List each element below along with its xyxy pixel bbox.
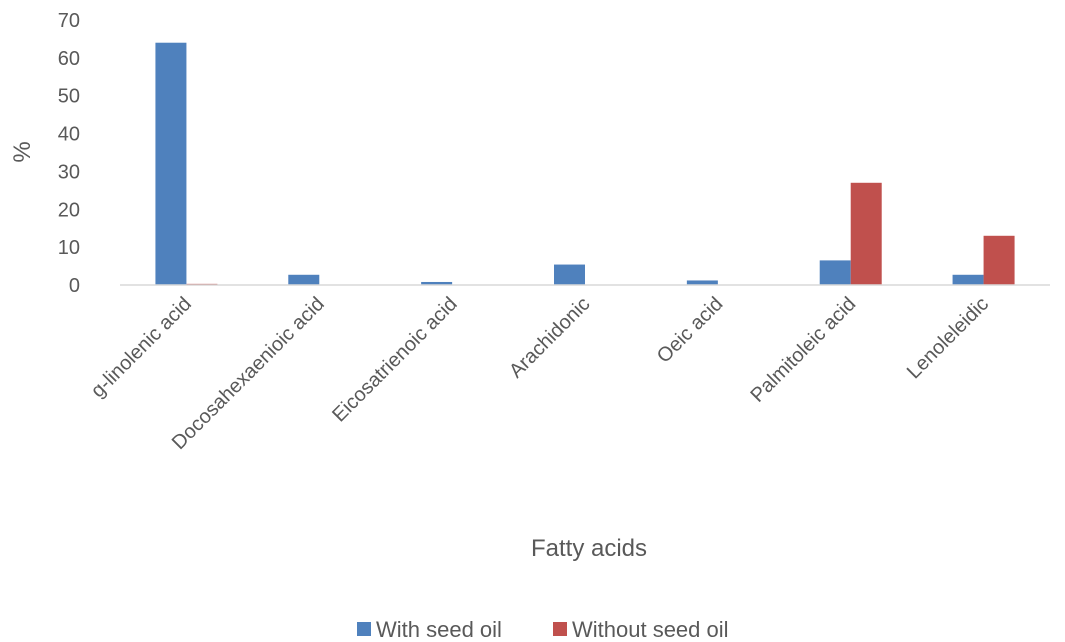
legend: With seed oil Without seed oil bbox=[357, 617, 729, 642]
x-tick-label: Eicosatrienoic acid bbox=[328, 293, 461, 426]
y-tick-label: 0 bbox=[69, 275, 80, 297]
y-tick-label: 70 bbox=[58, 10, 80, 32]
y-tick-label: 30 bbox=[58, 161, 80, 183]
bar bbox=[983, 235, 1015, 285]
x-tick-label: Docosahexaenioic acid bbox=[168, 293, 329, 454]
legend-swatch bbox=[357, 622, 371, 636]
bar bbox=[952, 274, 984, 285]
bar bbox=[686, 280, 718, 285]
y-tick-label: 10 bbox=[58, 237, 80, 259]
x-tick-label: g-linolenic acid bbox=[87, 293, 196, 402]
legend-label: Without seed oil bbox=[572, 617, 729, 642]
x-tick-label: Lenoleleidic bbox=[903, 293, 993, 383]
y-axis-title: % bbox=[9, 141, 36, 162]
y-axis: 0 10 20 30 40 50 60 70 bbox=[58, 10, 80, 297]
y-tick-label: 50 bbox=[58, 86, 80, 108]
x-tick-label: Oeic acid bbox=[653, 293, 728, 368]
bar bbox=[155, 42, 187, 285]
bar bbox=[288, 274, 320, 285]
bar bbox=[850, 182, 882, 285]
x-tick-label: Palmitoleic acid bbox=[746, 293, 860, 407]
bar bbox=[819, 260, 851, 285]
bar bbox=[554, 264, 585, 285]
y-tick-label: 60 bbox=[58, 48, 80, 70]
bar bbox=[421, 281, 453, 285]
legend-label: With seed oil bbox=[376, 617, 502, 642]
y-tick-label: 40 bbox=[58, 124, 80, 146]
x-axis-title: Fatty acids bbox=[531, 535, 647, 562]
y-tick-label: 20 bbox=[58, 199, 80, 221]
x-tick-label: Arachidonic bbox=[505, 293, 594, 382]
bars bbox=[155, 42, 1015, 285]
legend-swatch bbox=[553, 622, 567, 636]
